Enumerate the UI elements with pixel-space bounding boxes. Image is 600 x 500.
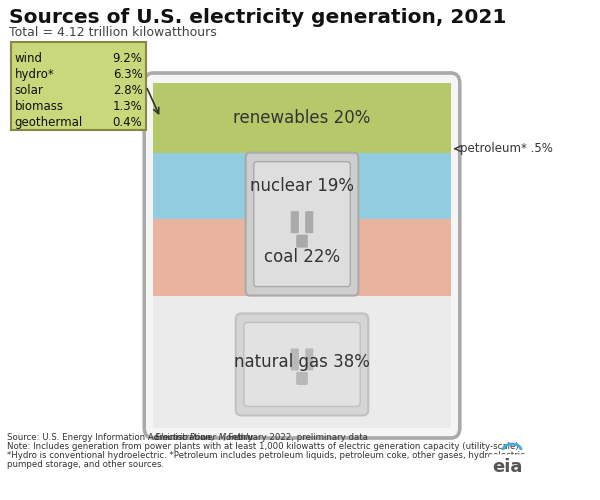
FancyBboxPatch shape [245,152,358,296]
FancyBboxPatch shape [11,42,146,130]
Text: eia: eia [493,458,523,476]
Text: 2.8%: 2.8% [113,84,142,97]
Text: 0.4%: 0.4% [113,116,142,129]
FancyBboxPatch shape [244,322,360,406]
Text: geothermal: geothermal [14,116,83,129]
Text: petroleum* .5%: petroleum* .5% [460,142,553,155]
FancyBboxPatch shape [305,211,313,233]
Text: Sources of U.S. electricity generation, 2021: Sources of U.S. electricity generation, … [9,8,506,27]
Text: natural gas 38%: natural gas 38% [234,353,370,371]
FancyBboxPatch shape [153,152,451,219]
FancyBboxPatch shape [236,314,368,416]
Text: solar: solar [14,84,43,97]
Text: Source: U.S. Energy Information Administration,: Source: U.S. Energy Information Administ… [7,433,217,442]
Text: nuclear 19%: nuclear 19% [250,177,354,195]
Text: coal 22%: coal 22% [264,248,340,266]
FancyBboxPatch shape [305,348,313,370]
FancyBboxPatch shape [153,219,451,296]
Text: Note: Includes generation from power plants with at least 1,000 kilowatts of ele: Note: Includes generation from power pla… [7,442,521,451]
Text: Total = 4.12 trillion kilowatthours: Total = 4.12 trillion kilowatthours [9,26,217,39]
Text: 6.3%: 6.3% [113,68,142,81]
FancyBboxPatch shape [144,73,460,438]
Text: 9.2%: 9.2% [113,52,142,65]
Text: *Hydro is conventional hydroelectric. *Petroleum includes petroleum liquids, pet: *Hydro is conventional hydroelectric. *P… [7,451,525,460]
Text: hydro*: hydro* [14,68,54,81]
Text: renewables 20%: renewables 20% [233,109,371,127]
Text: Electric Power Monthly: Electric Power Monthly [155,433,253,442]
FancyBboxPatch shape [291,211,299,233]
Text: wind: wind [14,52,43,65]
FancyBboxPatch shape [296,234,308,248]
Text: , February 2022, preliminary data: , February 2022, preliminary data [223,433,368,442]
FancyBboxPatch shape [291,348,299,370]
FancyBboxPatch shape [153,83,451,152]
Text: pumped storage, and other sources.: pumped storage, and other sources. [7,460,164,469]
Text: biomass: biomass [14,100,64,113]
Text: 1.3%: 1.3% [113,100,142,113]
FancyBboxPatch shape [153,296,451,428]
FancyBboxPatch shape [296,372,308,385]
FancyBboxPatch shape [254,162,350,286]
